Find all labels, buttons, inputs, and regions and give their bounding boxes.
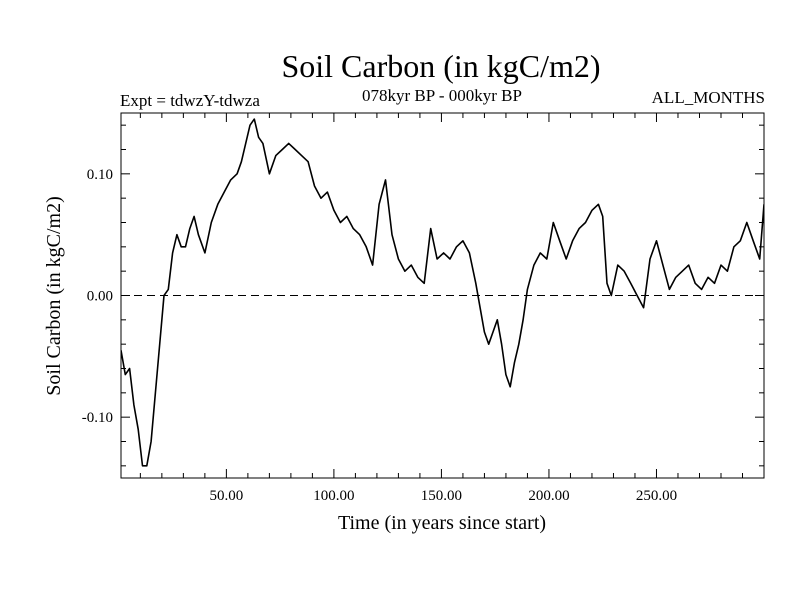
x-tick-label: 250.00 [636, 488, 677, 504]
tick-labels: 50.00 100.00 150.00 200.00 250.00 -0.10 0.00 0.… [82, 167, 677, 504]
x-tick-label: 200.00 [528, 488, 569, 504]
y-tick-label: 0.10 [87, 167, 113, 183]
x-axis-label: Time (in years since start) [338, 512, 546, 534]
x-tick-label: 100.00 [313, 488, 354, 504]
axes [120, 112, 765, 479]
y-tick-label: -0.10 [82, 410, 113, 426]
series-layer [121, 118, 764, 467]
experiment-label: Expt = tdwzY-tdwza [120, 91, 260, 110]
x-tick-label: 50.00 [209, 488, 243, 504]
series-line-0 [121, 118, 764, 467]
y-axis-label: Soil Carbon (in kgC/m2) [43, 196, 65, 395]
tick-marks [121, 113, 764, 478]
chart-title: Soil Carbon (in kgC/m2) [281, 48, 600, 84]
y-tick-label: 0.00 [87, 289, 113, 305]
period-label: 078kyr BP - 000kyr BP [362, 86, 522, 105]
x-tick-label: 150.00 [421, 488, 462, 504]
months-label: ALL_MONTHS [652, 88, 765, 107]
